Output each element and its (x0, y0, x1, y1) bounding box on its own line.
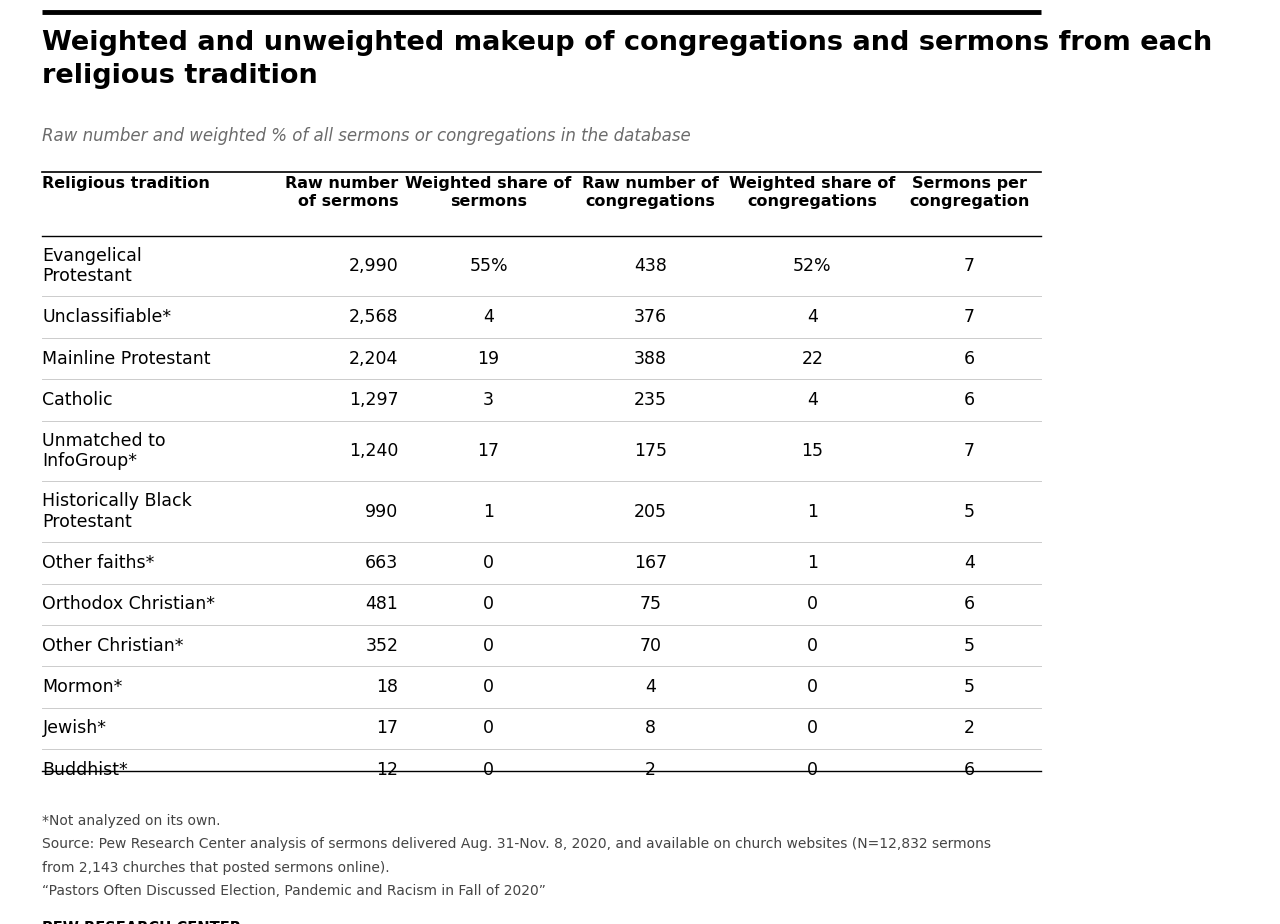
Text: *Not analyzed on its own.: *Not analyzed on its own. (42, 814, 221, 828)
Text: 0: 0 (483, 678, 494, 696)
Text: 0: 0 (806, 760, 818, 779)
Text: 2: 2 (645, 760, 657, 779)
Text: 3: 3 (483, 391, 494, 408)
Text: Sermons per
congregation: Sermons per congregation (909, 176, 1029, 209)
Text: 6: 6 (964, 391, 974, 408)
Text: 17: 17 (376, 720, 398, 737)
Text: Buddhist*: Buddhist* (42, 760, 128, 779)
Text: 0: 0 (806, 720, 818, 737)
Text: 0: 0 (806, 595, 818, 614)
Text: 22: 22 (801, 349, 823, 368)
Text: 2,990: 2,990 (348, 257, 398, 275)
Text: Raw number and weighted % of all sermons or congregations in the database: Raw number and weighted % of all sermons… (42, 128, 691, 145)
Text: Mormon*: Mormon* (42, 678, 123, 696)
Text: 438: 438 (634, 257, 667, 275)
Text: Unmatched to
InfoGroup*: Unmatched to InfoGroup* (42, 432, 166, 470)
Text: 6: 6 (964, 760, 974, 779)
Text: 1: 1 (806, 503, 818, 521)
Text: 0: 0 (483, 553, 494, 572)
Text: 0: 0 (483, 720, 494, 737)
Text: 7: 7 (964, 309, 974, 326)
Text: 7: 7 (964, 257, 974, 275)
Text: Other Christian*: Other Christian* (42, 637, 184, 654)
Text: Raw number
of sermons: Raw number of sermons (285, 176, 398, 209)
Text: Catholic: Catholic (42, 391, 113, 408)
Text: 2: 2 (964, 720, 974, 737)
Text: Weighted share of
congregations: Weighted share of congregations (730, 176, 896, 209)
Text: 52%: 52% (794, 257, 832, 275)
Text: 1,297: 1,297 (348, 391, 398, 408)
Text: 205: 205 (634, 503, 667, 521)
Text: 235: 235 (634, 391, 667, 408)
Text: 0: 0 (483, 595, 494, 614)
Text: 1: 1 (806, 553, 818, 572)
Text: Source: Pew Research Center analysis of sermons delivered Aug. 31-Nov. 8, 2020, : Source: Pew Research Center analysis of … (42, 837, 992, 851)
Text: 167: 167 (634, 553, 667, 572)
Text: 5: 5 (964, 678, 974, 696)
Text: PEW RESEARCH CENTER: PEW RESEARCH CENTER (42, 921, 242, 924)
Text: Evangelical
Protestant: Evangelical Protestant (42, 247, 142, 286)
Text: 175: 175 (634, 442, 667, 460)
Text: 19: 19 (477, 349, 499, 368)
Text: Other faiths*: Other faiths* (42, 553, 155, 572)
Text: Orthodox Christian*: Orthodox Christian* (42, 595, 215, 614)
Text: 1: 1 (483, 503, 494, 521)
Text: 1,240: 1,240 (349, 442, 398, 460)
Text: 17: 17 (477, 442, 499, 460)
Text: 4: 4 (645, 678, 655, 696)
Text: “Pastors Often Discussed Election, Pandemic and Racism in Fall of 2020”: “Pastors Often Discussed Election, Pande… (42, 884, 547, 898)
Text: 8: 8 (645, 720, 657, 737)
Text: 2,204: 2,204 (349, 349, 398, 368)
Text: Weighted share of
sermons: Weighted share of sermons (406, 176, 572, 209)
Text: 481: 481 (365, 595, 398, 614)
Text: 352: 352 (365, 637, 398, 654)
Text: 663: 663 (365, 553, 398, 572)
Text: 388: 388 (634, 349, 667, 368)
Text: 990: 990 (365, 503, 398, 521)
Text: 75: 75 (640, 595, 662, 614)
Text: 0: 0 (806, 637, 818, 654)
Text: 0: 0 (483, 760, 494, 779)
Text: Jewish*: Jewish* (42, 720, 106, 737)
Text: 2,568: 2,568 (348, 309, 398, 326)
Text: Unclassifiable*: Unclassifiable* (42, 309, 172, 326)
Text: 12: 12 (376, 760, 398, 779)
Text: 55%: 55% (470, 257, 508, 275)
Text: 4: 4 (964, 553, 974, 572)
Text: Raw number of
congregations: Raw number of congregations (582, 176, 719, 209)
Text: 5: 5 (964, 503, 974, 521)
Text: 70: 70 (640, 637, 662, 654)
Text: Weighted and unweighted makeup of congregations and sermons from each
religious : Weighted and unweighted makeup of congre… (42, 30, 1212, 89)
Text: from 2,143 churches that posted sermons online).: from 2,143 churches that posted sermons … (42, 860, 390, 875)
Text: 0: 0 (483, 637, 494, 654)
Text: 7: 7 (964, 442, 974, 460)
Text: 4: 4 (808, 391, 818, 408)
Text: 6: 6 (964, 595, 974, 614)
Text: 0: 0 (806, 678, 818, 696)
Text: 5: 5 (964, 637, 974, 654)
Text: 6: 6 (964, 349, 974, 368)
Text: Historically Black
Protestant: Historically Black Protestant (42, 492, 192, 531)
Text: 376: 376 (634, 309, 667, 326)
Text: Mainline Protestant: Mainline Protestant (42, 349, 211, 368)
Text: 15: 15 (801, 442, 823, 460)
Text: 4: 4 (808, 309, 818, 326)
Text: Religious tradition: Religious tradition (42, 176, 210, 190)
Text: 4: 4 (483, 309, 494, 326)
Text: 18: 18 (376, 678, 398, 696)
